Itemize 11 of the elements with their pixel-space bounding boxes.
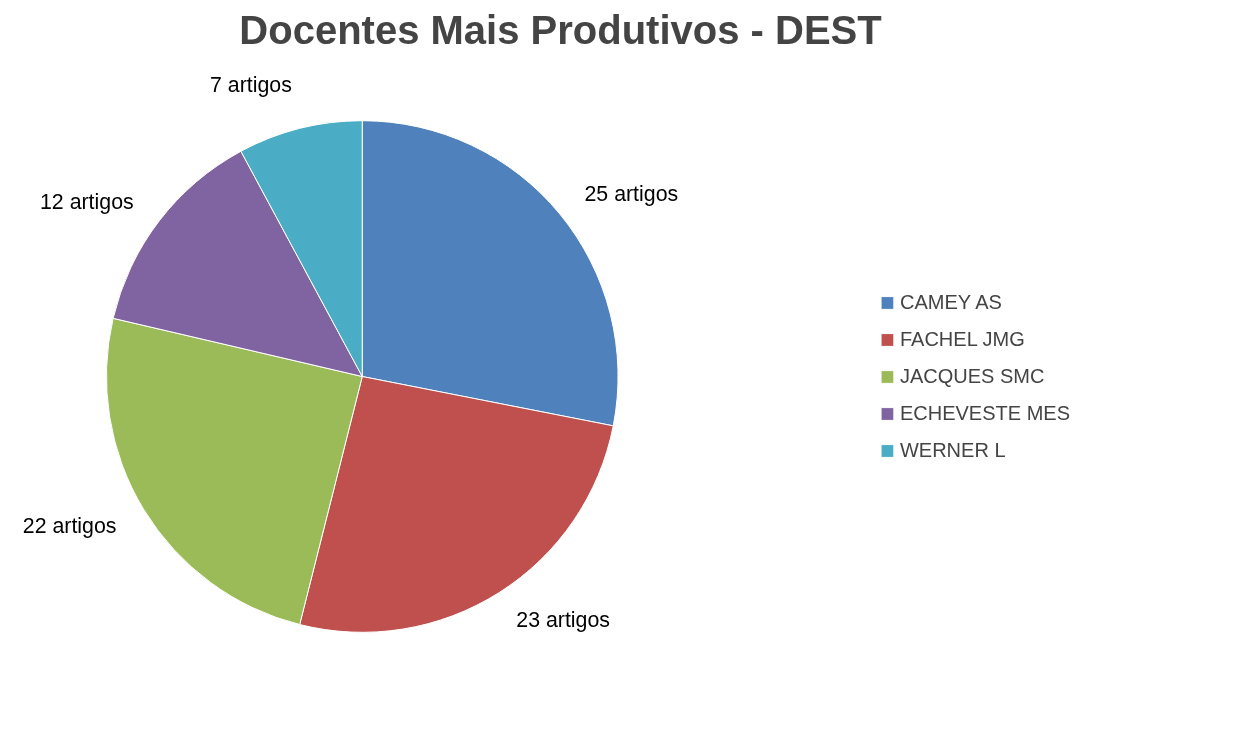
data-label: 7 artigos <box>210 73 292 98</box>
legend-label: ECHEVESTE MES <box>899 401 1070 425</box>
data-label: 25 artigos <box>584 181 679 206</box>
legend-label: WERNER L <box>899 438 1006 462</box>
data-label: 23 artigos <box>516 607 610 632</box>
chart-title: Docentes Mais Produtivos - DEST <box>239 7 882 52</box>
data-label: 22 artigos <box>22 514 117 539</box>
legend-label: CAMEY AS <box>899 290 1002 314</box>
data-label: 12 artigos <box>40 189 134 214</box>
legend-label: JACQUES SMC <box>899 364 1045 388</box>
legend-label: FACHEL JMG <box>899 327 1025 351</box>
